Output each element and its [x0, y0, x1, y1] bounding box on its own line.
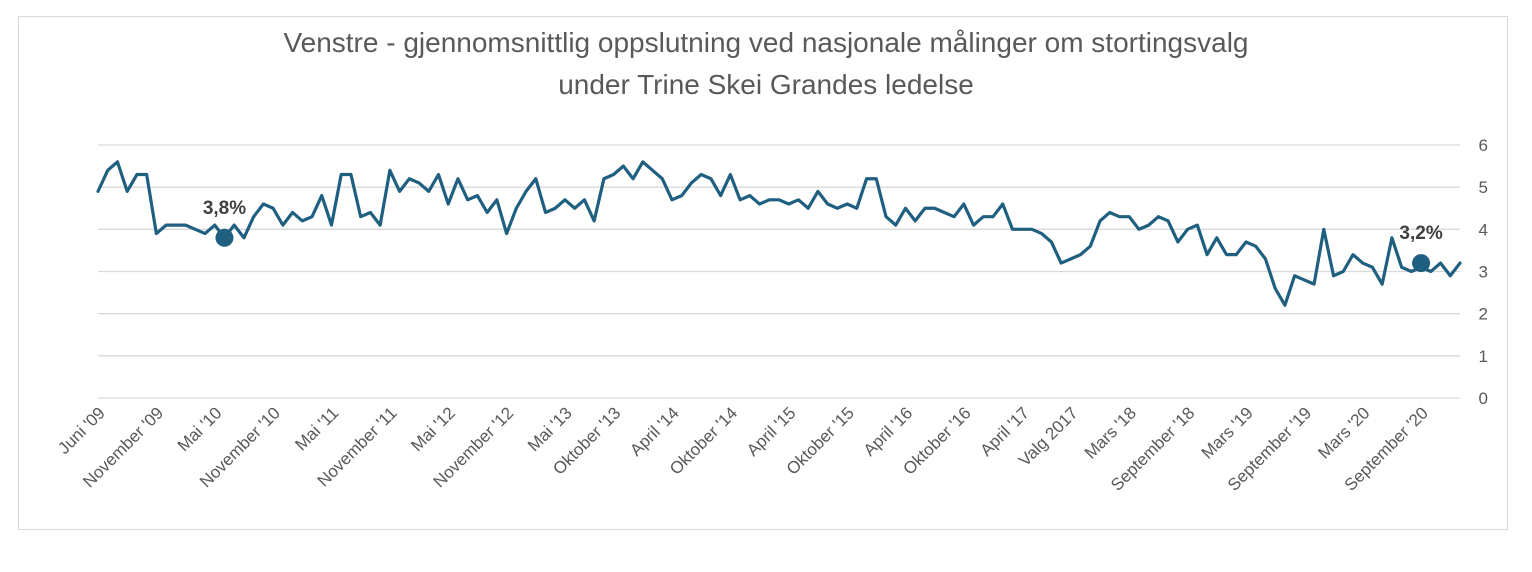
data-point-marker	[215, 228, 234, 247]
y-tick-label: 3	[1479, 263, 1488, 282]
gridlines	[98, 144, 1460, 399]
chart-title-line-1: Venstre - gjennomsnittlig oppslutning ve…	[283, 27, 1249, 58]
x-tick-label: April '16	[860, 403, 916, 459]
y-axis-ticks: 0 1 2 3 4 5 6	[1479, 136, 1488, 408]
x-tick-label: Juni '09	[54, 403, 109, 458]
x-tick-label: Mai '10	[174, 403, 226, 455]
data-point-marker	[1412, 254, 1431, 273]
x-tick-label: Mars '20	[1314, 403, 1373, 462]
chart-title: Venstre - gjennomsnittlig oppslutning ve…	[0, 22, 1532, 106]
y-tick-label: 5	[1479, 178, 1488, 197]
chart-area	[18, 16, 1508, 530]
x-tick-label: Mars '18	[1081, 403, 1140, 462]
x-tick-label: Mars '19	[1198, 403, 1257, 462]
data-label: 3,8%	[203, 198, 246, 219]
data-label: 3,2%	[1399, 223, 1442, 244]
y-tick-label: 1	[1479, 347, 1488, 366]
annotations: 3,8% 3,2%	[203, 198, 1443, 273]
chart-title-line-2: under Trine Skei Grandes ledelse	[558, 69, 974, 100]
x-tick-label: Mai '12	[407, 403, 459, 455]
y-tick-label: 0	[1479, 389, 1488, 408]
y-tick-label: 2	[1479, 305, 1488, 324]
series	[96, 160, 1462, 307]
y-tick-label: 6	[1479, 136, 1488, 155]
x-tick-label: Mai '11	[291, 403, 342, 454]
series-line	[96, 160, 1462, 307]
y-tick-label: 4	[1479, 220, 1488, 239]
x-tick-label: April '15	[743, 403, 799, 459]
x-tick-label: April '14	[626, 403, 682, 459]
